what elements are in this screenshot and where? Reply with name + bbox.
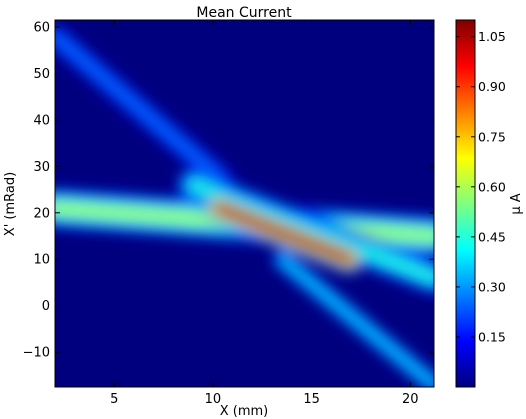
y-tick-label: 30 bbox=[33, 160, 50, 175]
heat-band-0-level-1 bbox=[55, 32, 227, 185]
y-tick-label: 10 bbox=[33, 253, 50, 268]
x-tick-label: 10 bbox=[205, 392, 222, 407]
heat-band-4-level-8 bbox=[215, 204, 353, 263]
y-axis: −10 0 10 20 30 40 50 60 bbox=[23, 20, 434, 361]
x-tick-label: 20 bbox=[402, 392, 419, 407]
colorbar-tick-label: 0.30 bbox=[478, 279, 506, 294]
colorbar: 0.15 0.30 0.45 0.60 0.75 0.90 1.05 μ A bbox=[455, 19, 524, 388]
colorbar-tick-label: 0.15 bbox=[478, 329, 506, 344]
colorbar-label: μ A bbox=[509, 193, 524, 214]
y-tick-label: 50 bbox=[33, 67, 50, 82]
colorbar-tick-label: 1.05 bbox=[478, 29, 506, 44]
chart-title: Mean Current bbox=[196, 5, 292, 21]
colorbar-frame bbox=[455, 19, 476, 388]
colorbar-tick-label: 0.60 bbox=[478, 179, 506, 194]
colorbar-gradient bbox=[456, 20, 475, 387]
y-tick-label: 20 bbox=[33, 206, 50, 221]
y-tick-label: 40 bbox=[33, 113, 50, 128]
colorbar-tick-label: 0.45 bbox=[478, 229, 506, 244]
heat-band-3-level-2 bbox=[278, 256, 434, 387]
x-tick-label: 5 bbox=[110, 392, 118, 407]
x-axis-label: X (mm) bbox=[220, 404, 269, 419]
y-tick-label: −10 bbox=[23, 346, 50, 361]
y-axis-label: X' (mRad) bbox=[3, 172, 18, 236]
colorbar-tick-label: 0.75 bbox=[478, 129, 506, 144]
plot-frame bbox=[54, 19, 435, 388]
colorbar-tick-label: 0.90 bbox=[478, 79, 506, 94]
heatmap-field bbox=[55, 25, 434, 387]
x-axis: 5 10 15 20 bbox=[110, 20, 419, 407]
plot-area: 5 10 15 20 −10 0 10 20 30 40 50 60 bbox=[23, 19, 435, 407]
x-tick-label: 15 bbox=[303, 392, 320, 407]
y-tick-label: 0 bbox=[42, 299, 50, 314]
y-tick-label: 60 bbox=[33, 20, 50, 35]
colorbar-ticks: 0.15 0.30 0.45 0.60 0.75 0.90 1.05 bbox=[456, 29, 506, 344]
